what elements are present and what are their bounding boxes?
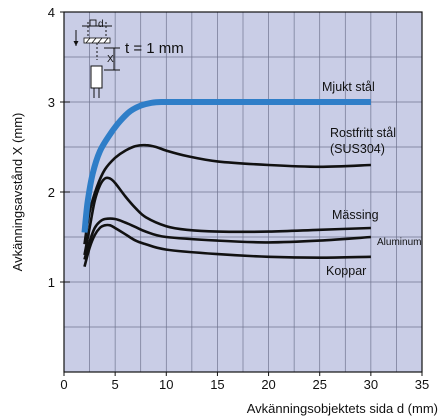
series-label-koppar: Koppar — [326, 264, 366, 278]
x-axis-title: Avkänningsobjektets sida d (mm) — [247, 401, 438, 416]
series-labels: Mjukt stål Rostfritt stål (SUS304) Mässing A… — [322, 80, 421, 278]
series-label-m-ssing: Mässing — [332, 208, 379, 222]
series-lines — [81, 98, 371, 268]
sensor-inset-diagram: d X t = 1 mm — [73, 19, 184, 98]
series-line-aluminum — [83, 217, 371, 260]
series-line-mjukt-st-l — [81, 98, 371, 233]
x-tick-label: 0 — [60, 377, 67, 392]
plot-frame — [63, 11, 423, 373]
inset-hatch-1 — [85, 37, 91, 44]
x-tick-label: 25 — [312, 377, 326, 392]
y-axis-title: Avkänningsavstånd X (mm) — [10, 113, 25, 272]
series-line-koppar — [83, 223, 371, 268]
y-tick-label: 1 — [48, 275, 55, 290]
inset-sensor-body — [90, 65, 103, 89]
x-tick-label: 35 — [415, 377, 429, 392]
x-tick-label: 20 — [261, 377, 275, 392]
inset-x-label: X — [107, 54, 114, 65]
inset-thickness-label: t = 1 mm — [125, 40, 184, 57]
inset-d-label: d — [98, 19, 104, 30]
y-tick-label: 4 — [48, 5, 55, 20]
x-tick-label: 10 — [159, 377, 173, 392]
x-tick-label: 5 — [112, 377, 119, 392]
y-tick-label: 3 — [48, 95, 55, 110]
y-axis-ticks: 1 2 3 4 — [48, 5, 70, 290]
inset-hatch-4 — [103, 37, 109, 44]
series-label-rostfritt-st-l-sus304: (SUS304) — [330, 142, 385, 156]
series-label-mjukt-st-l: Mjukt stål — [322, 80, 375, 94]
inset-square-symbol — [89, 19, 97, 27]
x-tick-label: 15 — [210, 377, 224, 392]
inset-t-arrow-head — [73, 41, 79, 46]
x-axis-ticks: 0 5 10 15 20 25 30 35 — [60, 372, 429, 392]
x-tick-label: 30 — [364, 377, 378, 392]
y-tick-label: 2 — [48, 185, 55, 200]
series-line-m-ssing — [83, 176, 371, 256]
series-label-rostfritt-st-l-sus304: Rostfritt stål — [330, 126, 396, 140]
series-label-aluminum: Aluminum — [377, 237, 421, 248]
inset-hatch-2 — [91, 37, 97, 44]
series-line-rostfritt-st-l-sus304 — [83, 143, 371, 245]
inset-hatch-3 — [97, 37, 103, 44]
